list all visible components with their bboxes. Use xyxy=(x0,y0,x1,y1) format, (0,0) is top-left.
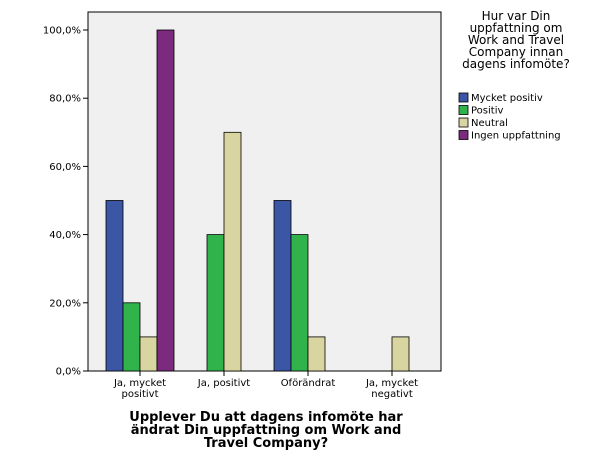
y-tick-label: 60,0% xyxy=(49,162,81,173)
bar-ingen-uppfattning xyxy=(156,29,175,372)
bar-neutral xyxy=(307,336,326,372)
legend-title-line: Hur var Din xyxy=(482,9,551,23)
x-tick-label: Ja, positivt xyxy=(197,378,251,389)
x-tick-label: negativt xyxy=(371,389,413,400)
bar-mycket-positiv xyxy=(105,200,124,372)
x-tick-label: Ja, mycket xyxy=(365,378,418,389)
y-tick-label: 80,0% xyxy=(49,94,81,105)
legend-swatch xyxy=(458,92,469,103)
legend-entry: Ingen uppfattning xyxy=(471,131,561,142)
bar-positiv xyxy=(206,234,225,372)
legend-title-line: Work and Travel xyxy=(468,33,564,47)
x-axis-title-line: Upplever Du att dagens infomöte har xyxy=(129,410,403,425)
bar-positiv xyxy=(290,234,309,372)
x-axis-title-line: ändrat Din uppfattning om Work and xyxy=(131,423,402,438)
y-tick-label: 100,0% xyxy=(43,26,81,37)
y-tick-label: 40,0% xyxy=(49,230,81,241)
legend-entry: Neutral xyxy=(471,118,508,129)
legend-title-line: dagens infomöte? xyxy=(462,57,570,71)
x-tick-label: Ja, mycket xyxy=(113,378,166,389)
x-tick-label: positivt xyxy=(122,389,159,400)
y-tick-label: 0,0% xyxy=(56,367,81,378)
legend-swatch xyxy=(458,117,469,128)
legend-swatch xyxy=(458,105,469,115)
bars-group xyxy=(105,29,410,372)
x-tick-label: Oförändrat xyxy=(281,378,336,389)
y-tick-label: 20,0% xyxy=(49,298,81,309)
bar-neutral xyxy=(139,336,158,372)
legend-swatch xyxy=(458,130,469,140)
legend-entry: Mycket positiv xyxy=(471,93,543,104)
y-axis: 0,0% 20,0% 40,0% 60,0% 80,0% 100,0% xyxy=(43,26,88,378)
legend-title-line: uppfattning om xyxy=(470,21,563,35)
bar-neutral xyxy=(391,336,410,372)
legend-entry: Positiv xyxy=(471,106,503,117)
legend-title-line: Company innan xyxy=(469,45,563,59)
plot-area xyxy=(87,11,442,372)
bar-positiv xyxy=(122,302,141,372)
bar-mycket-positiv xyxy=(273,200,292,372)
x-axis-title-line: Travel Company? xyxy=(204,436,328,451)
x-axis-title: Upplever Du att dagens infomöte harändra… xyxy=(129,410,403,451)
bar-neutral xyxy=(223,131,242,372)
